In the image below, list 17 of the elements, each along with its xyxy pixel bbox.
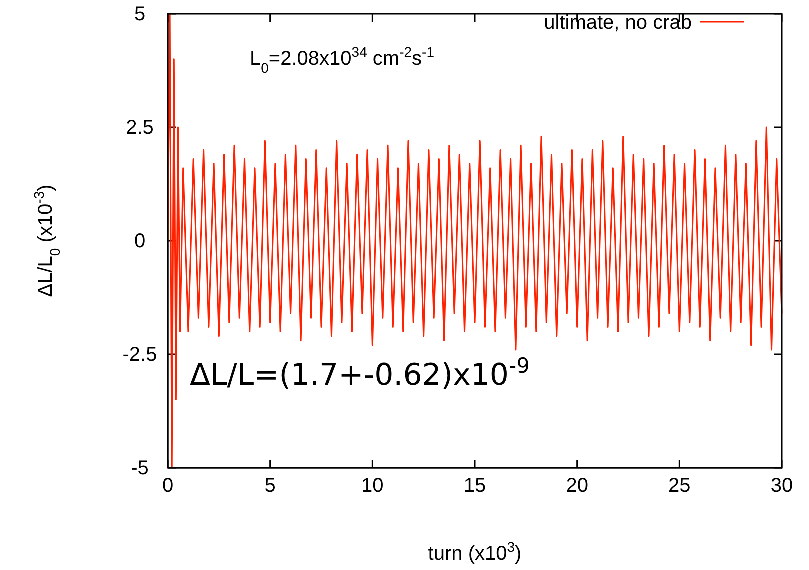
annotation: ΔL/L=(1.7+-0.62)x10$^{-9}$ <box>190 354 530 393</box>
x-axis-title: turn (x10$^{3}$) <box>428 539 522 565</box>
y-tick-label: -5 <box>131 457 149 480</box>
x-tick-label: 0 <box>162 475 174 498</box>
x-tick-label: 10 <box>362 475 384 498</box>
x-tick-label: 20 <box>566 475 588 498</box>
x-tick-label: 5 <box>264 475 276 498</box>
x-tick-label: 15 <box>464 475 486 498</box>
y-tick-label: 5 <box>134 3 146 26</box>
annotation: L$_{0}$=2.08x10$^{34}$ cm$^{-2}$s$^{-1}$ <box>250 44 435 76</box>
y-tick-label: -2.5 <box>122 344 158 366</box>
x-tick-label: 25 <box>668 475 691 498</box>
y-tick-label: 2.5 <box>126 116 154 139</box>
legend-label: ultimate, no crab <box>544 12 692 34</box>
line-series <box>167 13 783 469</box>
y-tick-label: 0 <box>134 230 146 252</box>
x-tick-label: 30 <box>770 475 794 498</box>
